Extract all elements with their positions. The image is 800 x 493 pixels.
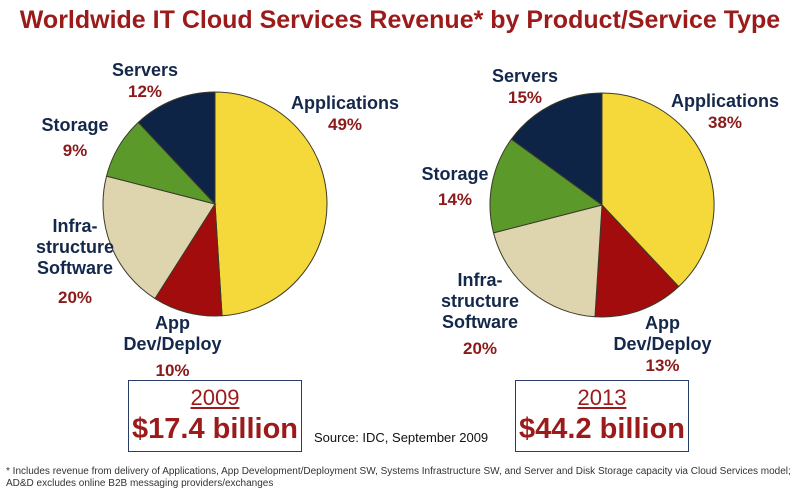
pie-slice-2009-infra-structure-software	[102, 175, 216, 300]
label-servers-2013: Servers 15%	[491, 66, 559, 107]
label-infra-2009: Infra-structure Software 20%	[35, 216, 115, 307]
label-applications-2009: Applications 49%	[290, 93, 399, 134]
pie-slice-2013-storage	[489, 138, 604, 234]
total-box-2009: 2009 $17.4 billion	[128, 380, 302, 452]
label-servers-2009: Servers 12%	[111, 60, 179, 101]
label-appdev-2009: App Dev/Deploy 10%	[123, 313, 222, 380]
pie-slice-2009-applications	[214, 91, 328, 317]
label-storage-2009: Storage 9%	[41, 115, 109, 160]
chart-title: Worldwide IT Cloud Services Revenue* by …	[19, 6, 781, 34]
pie-slice-2013-servers	[510, 92, 603, 206]
label-infra-2013: Infra-structure Software 20%	[440, 270, 520, 358]
label-appdev-2013: App Dev/Deploy 13%	[613, 313, 712, 375]
label-storage-2013: Storage 14%	[421, 164, 489, 209]
source-note: Source: IDC, September 2009	[314, 430, 489, 445]
pie-slice-2013-infra-structure-software	[492, 204, 603, 318]
total-box-2013: 2013 $44.2 billion	[515, 380, 689, 452]
pie-slice-2009-servers	[137, 91, 216, 206]
label-applications-2013: Applications 38%	[670, 91, 779, 132]
pie-slice-2013-app-dev-deploy	[594, 203, 680, 318]
pie-slice-2013-applications	[601, 92, 715, 288]
footnote: * Includes revenue from delivery of Appl…	[6, 466, 791, 489]
